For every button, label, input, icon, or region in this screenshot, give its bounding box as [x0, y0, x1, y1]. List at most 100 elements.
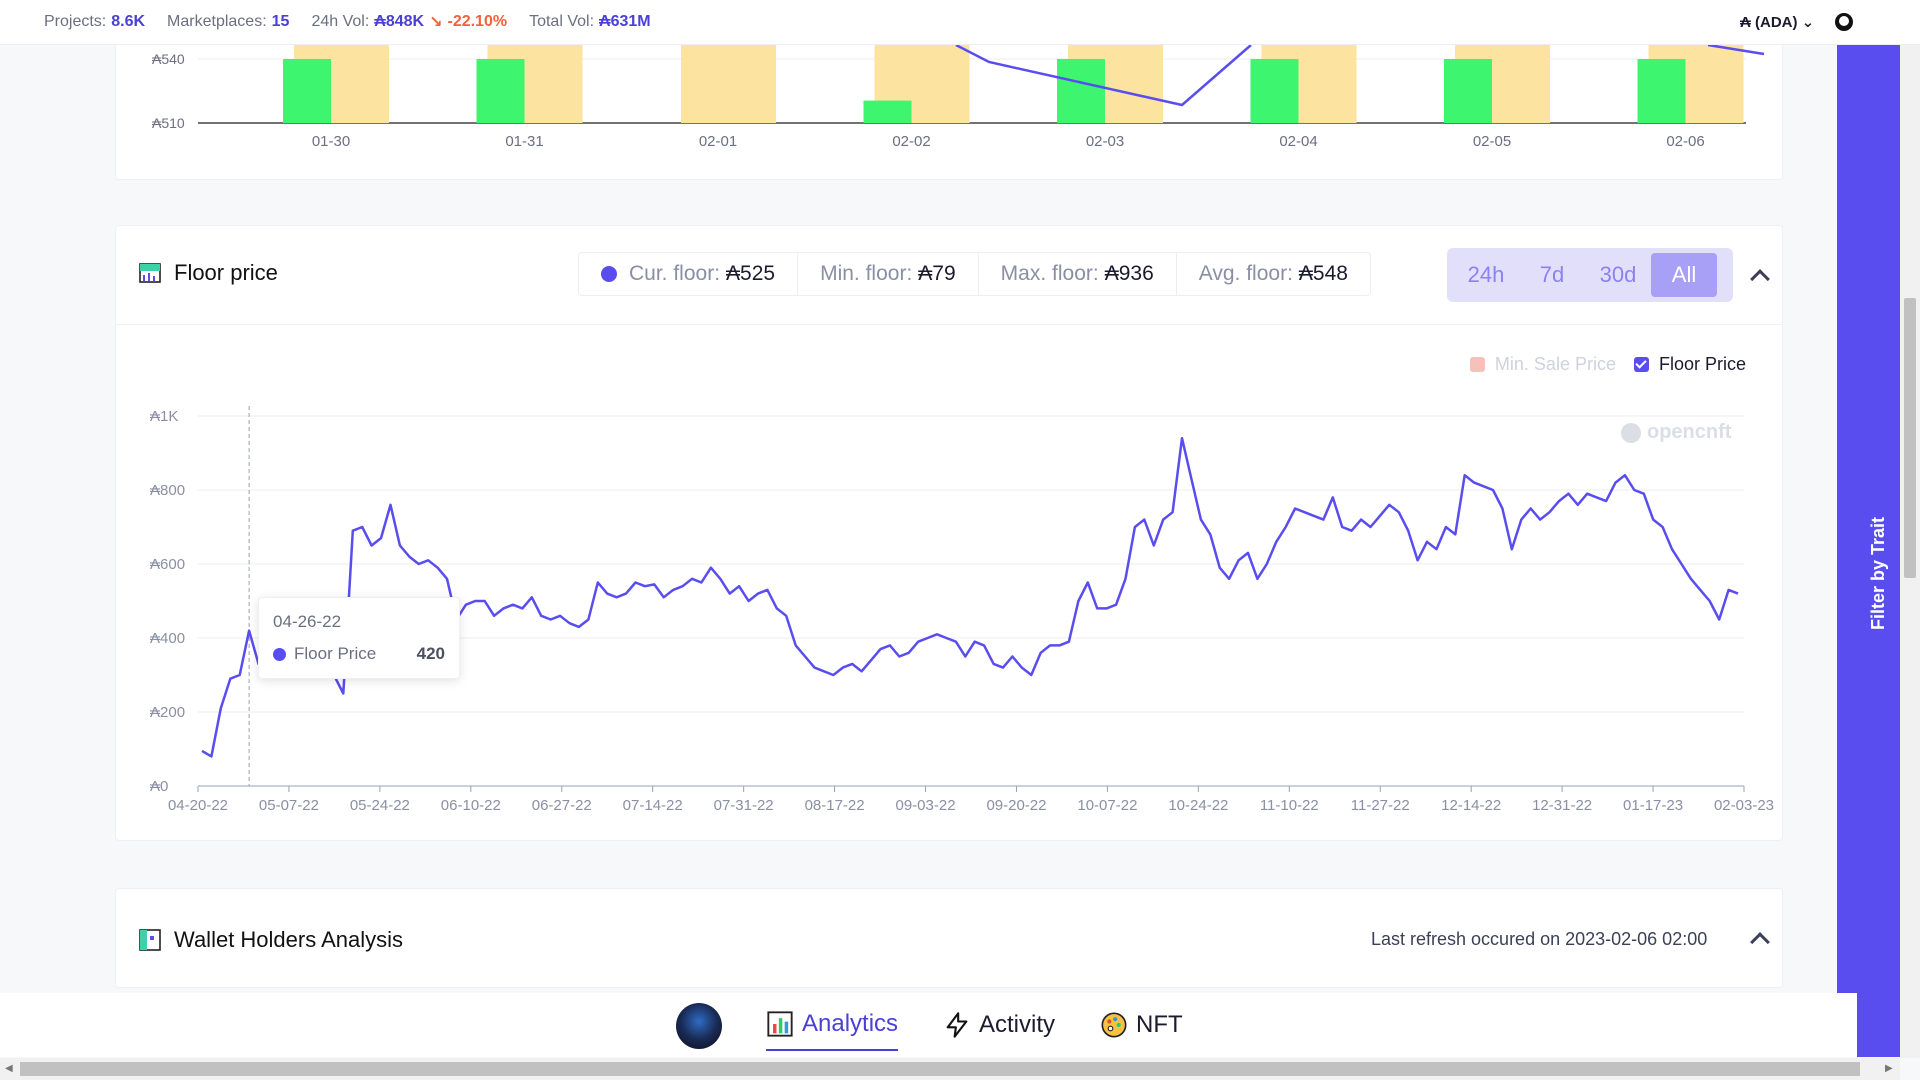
tooltip-row: Floor Price 420	[273, 644, 445, 664]
projects-value: 8.6K	[111, 13, 146, 30]
volume-chart: ₳540 ₳510 01-30 01-31 02-01 02-02 02-03 02-04 02…	[152, 43, 1765, 150]
cur-floor-value: ₳525	[726, 262, 776, 285]
max-floor-label: Max. floor:	[1000, 262, 1099, 285]
theme-toggle-icon[interactable]	[1835, 13, 1853, 31]
tooltip-value: 420	[416, 644, 445, 663]
watermark-text: opencnft	[1647, 421, 1732, 443]
legend-min-sale-label: Min. Sale Price	[1494, 354, 1616, 374]
filter-by-trait-label: Filter by Trait	[1868, 516, 1888, 630]
top-x-tick: 02-04	[1279, 133, 1317, 150]
top-x-tick: 02-05	[1473, 133, 1511, 150]
scroll-right-icon[interactable]: ▶	[1885, 1063, 1893, 1074]
vertical-scroll-thumb[interactable]	[1904, 298, 1916, 578]
tooltip-date: 04-26-22	[273, 612, 342, 631]
last-refresh-text: Last refresh occured on 2023-02-06 02:00	[1371, 929, 1708, 949]
x-tick-label: 06-10-22	[441, 797, 501, 814]
tab-activity-label: Activity	[979, 1011, 1056, 1038]
top-x-tick: 02-06	[1666, 133, 1704, 150]
chart-legend: Min. Sale Price Floor Price	[1469, 354, 1746, 375]
cur-floor-dot-icon	[601, 266, 617, 282]
min-floor-label: Min. floor:	[820, 262, 913, 285]
wallet-collapse-chevron-icon[interactable]	[1750, 932, 1770, 952]
stat-24h-vol: 24h Vol: ₳848K ↘ -22.10%	[311, 12, 507, 32]
marketplaces-label: Marketplaces:	[167, 13, 267, 30]
x-tick-label: 01-17-23	[1623, 797, 1683, 814]
top-bar-green	[283, 59, 331, 123]
cur-floor: Cur. floor: ₳525	[579, 253, 799, 295]
stat-projects: Projects: 8.6K	[44, 13, 145, 31]
stats-bar: Projects: 8.6K Marketplaces: 15 24h Vol:…	[0, 0, 1920, 45]
floor-price-header: Floor price	[138, 260, 278, 286]
opencnft-watermark: opencnft	[1621, 421, 1731, 444]
tab-analytics-label: Analytics	[802, 1010, 899, 1037]
wallet-holders-card: Wallet Holders Analysis Last refresh occ…	[115, 888, 1783, 988]
stat-total-vol: Total Vol: ₳631M	[529, 13, 651, 31]
card-divider	[116, 324, 1782, 325]
tab-analytics[interactable]: Analytics	[766, 999, 899, 1051]
vol24-value: ₳848K	[374, 13, 425, 30]
legend-min-sale-price[interactable]: Min. Sale Price	[1469, 354, 1616, 375]
floor-price-chart: ₳0 ₳200 ₳400 ₳600 ₳800 ₳1K 04-20-22 05-07-22 05-…	[150, 406, 1774, 814]
x-tick-label: 07-14-22	[623, 797, 683, 814]
currency-select[interactable]: ₳ (ADA) ⌄	[1740, 14, 1815, 31]
top-line-series	[955, 43, 1252, 107]
avg-floor: Avg. floor: ₳548	[1177, 253, 1370, 295]
analytics-icon	[767, 1011, 793, 1037]
x-tick-label: 05-24-22	[350, 797, 410, 814]
wallet-icon	[139, 929, 161, 951]
top-bar-green	[476, 59, 525, 123]
tooltip-dot-icon	[273, 647, 286, 661]
total-vol-value: ₳631M	[599, 13, 651, 30]
range-selector: 24h 7d 30d All	[1447, 248, 1733, 302]
x-tick-label: 08-17-22	[805, 797, 865, 814]
y-tick-label: ₳1K	[150, 408, 178, 425]
top-x-tick: 02-02	[892, 133, 930, 150]
horizontal-scrollbar[interactable]: ◀ ▶	[0, 1058, 1900, 1080]
x-tick-label: 05-07-22	[259, 797, 319, 814]
wallet-title: Wallet Holders Analysis	[174, 927, 404, 952]
tab-nft[interactable]: NFT	[1100, 999, 1183, 1051]
top-x-tick: 01-31	[505, 133, 543, 150]
top-x-tick: 02-01	[699, 133, 737, 150]
x-tick-label: 10-07-22	[1077, 797, 1137, 814]
y-tick-label: ₳600	[150, 556, 185, 573]
tab-activity[interactable]: Activity	[943, 999, 1055, 1051]
range-30d-button[interactable]: 30d	[1599, 262, 1637, 287]
palette-icon	[1101, 1012, 1127, 1038]
max-floor-value: ₳936	[1104, 262, 1154, 285]
chart-tooltip: 04-26-22 Floor Price 420	[258, 597, 460, 679]
top-bar-green	[1057, 59, 1105, 123]
y-tick-label: ₳0	[150, 778, 168, 795]
tooltip-label: Floor Price	[294, 644, 377, 663]
legend-floor-checkbox-icon	[1633, 357, 1649, 372]
legend-floor-price[interactable]: Floor Price	[1633, 354, 1746, 375]
marketplaces-value: 15	[271, 13, 290, 30]
scroll-left-icon[interactable]: ◀	[5, 1063, 13, 1074]
x-tick-label: 12-14-22	[1441, 797, 1501, 814]
legend-min-sale-swatch	[1469, 357, 1485, 372]
range-all-button[interactable]: All	[1651, 253, 1717, 297]
x-tick-label: 09-20-22	[986, 797, 1046, 814]
top-bar-green	[1444, 59, 1492, 123]
top-bar-green	[863, 100, 912, 123]
collection-avatar[interactable]	[676, 1003, 722, 1049]
range-7d-button[interactable]: 7d	[1539, 262, 1565, 287]
x-tick-label: 12-31-22	[1532, 797, 1592, 814]
x-tick-label: 04-20-22	[168, 797, 228, 814]
top-y-tick: ₳540	[152, 51, 185, 67]
min-floor-value: ₳79	[918, 262, 956, 285]
top-x-tick: 02-03	[1086, 133, 1124, 150]
y-tick-label: ₳800	[150, 482, 185, 499]
filter-panel-tail	[1857, 993, 1900, 1057]
x-tick-label: 06-27-22	[532, 797, 592, 814]
x-tick-label: 10-24-22	[1168, 797, 1228, 814]
vertical-scrollbar[interactable]	[1900, 45, 1920, 1058]
range-24h-button[interactable]: 24h	[1467, 262, 1505, 287]
avg-floor-label: Avg. floor:	[1198, 262, 1293, 285]
top-bar-green	[1250, 59, 1299, 123]
horizontal-scroll-thumb[interactable]	[20, 1062, 1860, 1076]
top-y-tick: ₳510	[152, 115, 185, 131]
x-tick-label: 11-10-22	[1260, 797, 1319, 814]
projects-label: Projects:	[44, 13, 107, 30]
floor-stats: Cur. floor: ₳525 Min. floor: ₳79 Max. fl…	[578, 252, 1371, 296]
